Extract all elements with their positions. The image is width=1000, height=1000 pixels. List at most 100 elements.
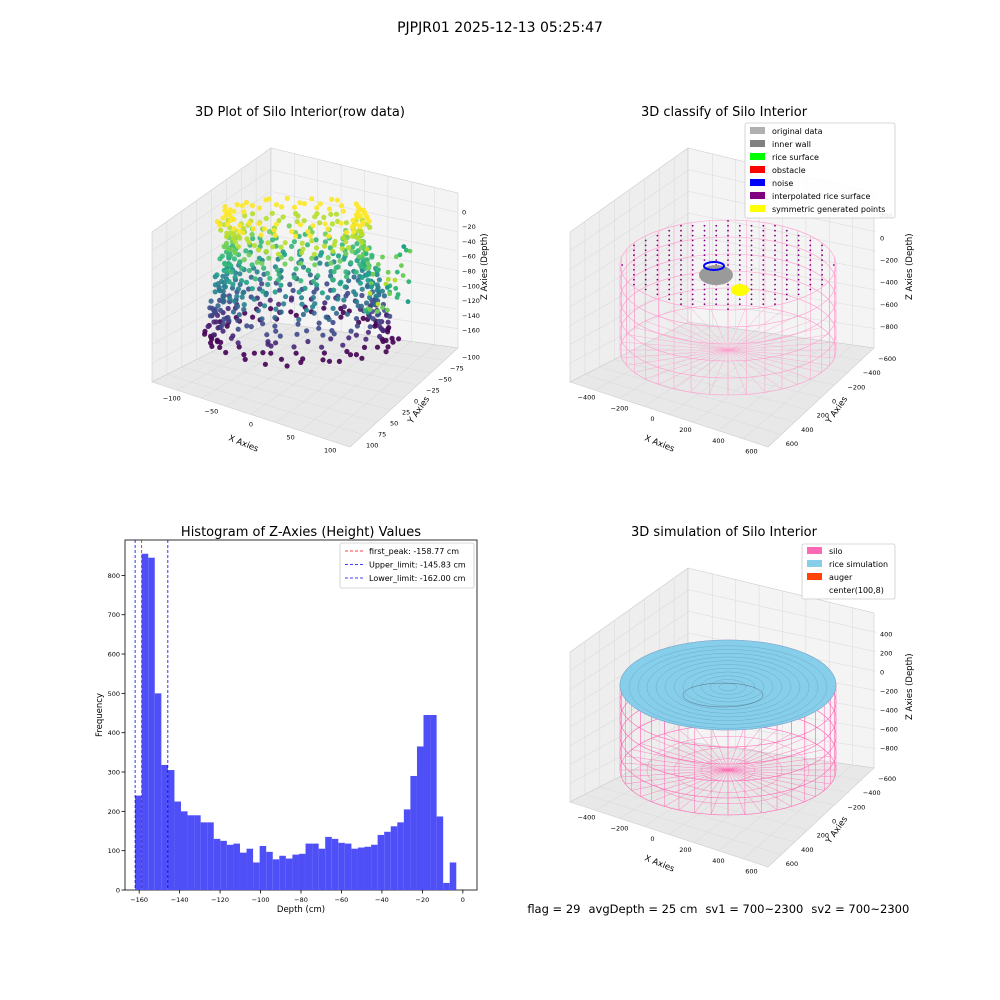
point — [211, 319, 217, 325]
point — [341, 297, 347, 303]
point — [229, 246, 235, 253]
surface-point — [703, 303, 706, 306]
surface-point — [644, 278, 647, 281]
point — [230, 333, 236, 339]
silo-spoke — [690, 349, 729, 393]
y-tick-label: −25 — [426, 387, 440, 395]
surface-point — [785, 264, 788, 266]
point — [361, 344, 368, 350]
point — [264, 270, 271, 276]
z-tick-label: −40 — [462, 238, 476, 246]
surface-point — [774, 293, 776, 296]
surface-point — [809, 273, 812, 276]
point — [359, 355, 365, 361]
surface-point — [633, 244, 635, 247]
panel-classify-3d: 3D classify of Silo Interior −400−200020… — [569, 105, 915, 456]
point — [280, 249, 286, 255]
surface-point — [691, 303, 694, 306]
point — [323, 314, 329, 320]
point — [259, 260, 265, 266]
surface-point — [750, 239, 753, 242]
histogram-bar — [167, 770, 175, 890]
point — [376, 277, 382, 283]
surface-point — [727, 229, 729, 232]
surface-point — [774, 259, 776, 261]
point — [300, 311, 306, 318]
point — [224, 230, 230, 236]
point — [358, 303, 364, 309]
silo-spoke — [658, 349, 729, 385]
histogram-bar — [449, 862, 457, 890]
point — [254, 259, 260, 265]
y-tick-label: 0 — [832, 818, 836, 826]
silo-spoke — [621, 341, 729, 351]
point — [244, 323, 250, 329]
surface-point — [633, 249, 635, 252]
surface-point — [797, 239, 800, 242]
surface-point — [738, 278, 741, 281]
point — [283, 294, 289, 300]
silo-spoke — [727, 349, 822, 373]
point — [214, 219, 220, 225]
histogram-bar — [272, 859, 280, 890]
point — [340, 235, 346, 241]
surface-point — [727, 259, 729, 261]
surface-point — [762, 293, 765, 296]
surface-point — [656, 269, 659, 271]
point — [342, 284, 348, 290]
silo-spoke — [727, 307, 766, 351]
figure-title: PJPJR01 2025-12-13 05:25:47 — [397, 20, 603, 36]
surface-contour — [700, 675, 756, 699]
point — [307, 233, 313, 239]
point — [276, 218, 282, 224]
surface-point — [691, 234, 694, 237]
surface-contour — [673, 664, 783, 710]
surface-point — [797, 244, 800, 247]
point — [376, 318, 382, 324]
surface-point — [621, 264, 624, 266]
point — [343, 239, 349, 245]
point — [280, 214, 286, 220]
point — [322, 239, 328, 245]
surface-point — [691, 288, 694, 291]
point — [400, 273, 406, 278]
surface-contour — [628, 645, 828, 729]
point — [224, 268, 230, 274]
point — [350, 233, 356, 239]
point — [217, 288, 223, 294]
point — [273, 328, 279, 334]
y-tick-label: 300 — [108, 769, 120, 777]
point — [313, 245, 320, 251]
silo-spoke — [634, 349, 729, 373]
grid-line — [256, 329, 445, 361]
surface-point — [691, 273, 694, 276]
z-tick-label: −140 — [462, 312, 480, 320]
point — [298, 260, 304, 267]
point — [333, 265, 339, 271]
point — [305, 338, 311, 345]
x-tick-label: −50 — [205, 408, 219, 416]
histogram-bar — [187, 815, 195, 890]
surface-point — [762, 254, 765, 257]
point — [241, 257, 247, 263]
point — [272, 315, 278, 321]
z-tick-label: 0 — [880, 234, 884, 242]
surface-point — [680, 244, 682, 247]
point — [261, 303, 268, 309]
point — [236, 228, 243, 234]
surface-point — [644, 244, 647, 247]
y-tick-label: 400 — [801, 846, 813, 854]
surface-point — [703, 239, 706, 242]
point — [296, 233, 302, 239]
point — [282, 261, 288, 267]
legend-label: rice simulation — [829, 560, 888, 569]
surface-point — [656, 244, 659, 247]
point — [249, 231, 255, 238]
point — [337, 281, 343, 287]
simulation-zlabel: Z Axies (Depth) — [905, 653, 915, 720]
histogram-bar — [135, 795, 142, 890]
z-tick-label: 400 — [880, 631, 892, 639]
point — [217, 344, 223, 350]
y-tick-label: 600 — [786, 860, 798, 868]
grid-line — [659, 756, 850, 794]
